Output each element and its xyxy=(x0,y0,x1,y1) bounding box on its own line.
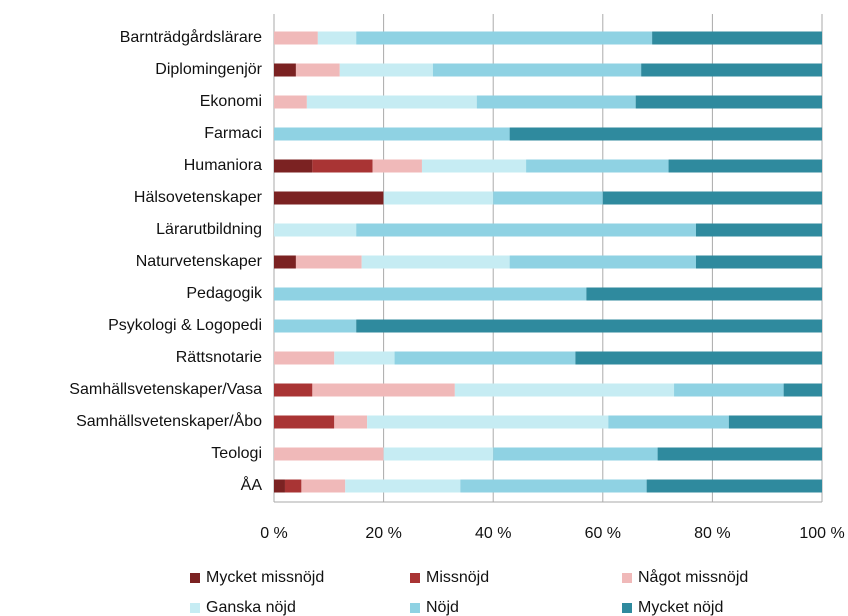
y-tick-label: ÅA xyxy=(241,475,263,494)
bar-segment xyxy=(657,447,822,461)
bar-segment xyxy=(334,351,395,365)
bar-segment xyxy=(372,159,422,173)
y-tick-label: Rättsnotarie xyxy=(176,349,262,366)
bar-segment xyxy=(356,319,822,333)
bar-segment xyxy=(334,415,368,429)
bar-segment xyxy=(274,479,285,493)
bar-segment xyxy=(284,479,302,493)
bar-segment xyxy=(306,95,477,109)
x-tick-label: 20 % xyxy=(365,525,401,542)
bar-segment xyxy=(432,63,642,77)
legend-swatch xyxy=(622,603,632,613)
bar-segment xyxy=(575,351,822,365)
bar-segment xyxy=(312,383,455,397)
bar-segment xyxy=(274,127,510,141)
bar-segment xyxy=(635,95,822,109)
bar-segment xyxy=(274,63,296,77)
bar-segment xyxy=(274,415,335,429)
bar-segment xyxy=(668,159,822,173)
bar-segment xyxy=(383,191,494,205)
legend-label: Mycket nöjd xyxy=(638,599,723,616)
y-tick-label: Ekonomi xyxy=(200,93,262,110)
bar-segment xyxy=(460,479,647,493)
x-tick-label: 0 % xyxy=(260,525,288,542)
bar-segment xyxy=(295,63,340,77)
legend-swatch xyxy=(622,573,632,583)
bar-segment xyxy=(646,479,822,493)
bar-segment xyxy=(356,223,696,237)
bar-segment xyxy=(695,255,822,269)
legend-swatch xyxy=(410,603,420,613)
y-tick-label: Barnträdgårdslärare xyxy=(120,28,262,46)
y-tick-label: Diplomingenjör xyxy=(155,61,262,78)
bar-segment xyxy=(695,223,822,237)
legend-swatch xyxy=(410,573,420,583)
bar-segment xyxy=(493,447,658,461)
bar-segment xyxy=(783,383,822,397)
y-tick-label: Pedagogik xyxy=(186,285,263,302)
y-tick-label: Samhällsvetenskaper/Åbo xyxy=(76,411,262,430)
legend-swatch xyxy=(190,573,200,583)
bar-segment xyxy=(454,383,675,397)
bar-segment xyxy=(509,255,696,269)
bar-segment xyxy=(356,31,653,45)
bar-segment xyxy=(274,351,335,365)
bar-segment xyxy=(526,159,669,173)
y-tick-label: Psykologi & Logopedi xyxy=(108,317,262,334)
bar-segment xyxy=(361,255,510,269)
bar-segment xyxy=(383,447,494,461)
bar-segment xyxy=(274,95,307,109)
bar-segment xyxy=(274,31,318,45)
bar-segment xyxy=(301,479,346,493)
bar-segment xyxy=(274,191,384,205)
bar-segment xyxy=(728,415,822,429)
legend-label: Något missnöjd xyxy=(638,568,748,586)
bar-segment xyxy=(274,447,384,461)
x-tick-label: 100 % xyxy=(799,525,844,542)
legend-label: Nöjd xyxy=(426,599,459,616)
bar-segment xyxy=(274,255,296,269)
bar-segment xyxy=(652,31,822,45)
bar-segment xyxy=(295,255,362,269)
bar-segment xyxy=(674,383,784,397)
y-tick-label: Teologi xyxy=(211,445,262,462)
y-tick-label: Humaniora xyxy=(184,157,262,174)
bar-segment xyxy=(317,31,357,45)
legend-label: Mycket missnöjd xyxy=(206,569,324,586)
bar-segment xyxy=(509,127,822,141)
bar-segment xyxy=(274,159,313,173)
x-tick-label: 40 % xyxy=(475,525,511,542)
bar-segment xyxy=(312,159,373,173)
y-tick-label: Lärarutbildning xyxy=(156,221,262,238)
legend-swatch xyxy=(190,603,200,613)
x-tick-label: 80 % xyxy=(694,525,730,542)
y-tick-label: Samhällsvetenskaper/Vasa xyxy=(69,381,262,398)
bar-segment xyxy=(493,191,603,205)
bar-segment xyxy=(274,319,357,333)
bar-segment xyxy=(345,479,461,493)
bar-segment xyxy=(641,63,822,77)
bar-segment xyxy=(367,415,609,429)
bar-segment xyxy=(274,383,313,397)
bar-segment xyxy=(476,95,636,109)
y-tick-label: Naturvetenskaper xyxy=(136,253,263,270)
bar-segment xyxy=(394,351,576,365)
y-tick-label: Farmaci xyxy=(204,125,262,142)
x-tick-label: 60 % xyxy=(585,525,621,542)
bar-segment xyxy=(586,287,822,301)
legend-label: Missnöjd xyxy=(426,569,489,586)
y-tick-label: Hälsovetenskaper xyxy=(134,189,263,206)
bar-segment xyxy=(602,191,822,205)
bar-segment xyxy=(274,287,587,301)
bar-segment xyxy=(608,415,729,429)
bar-segment xyxy=(274,223,357,237)
bar-segment xyxy=(421,159,527,173)
bar-segment xyxy=(339,63,433,77)
legend-label: Ganska nöjd xyxy=(206,599,296,616)
